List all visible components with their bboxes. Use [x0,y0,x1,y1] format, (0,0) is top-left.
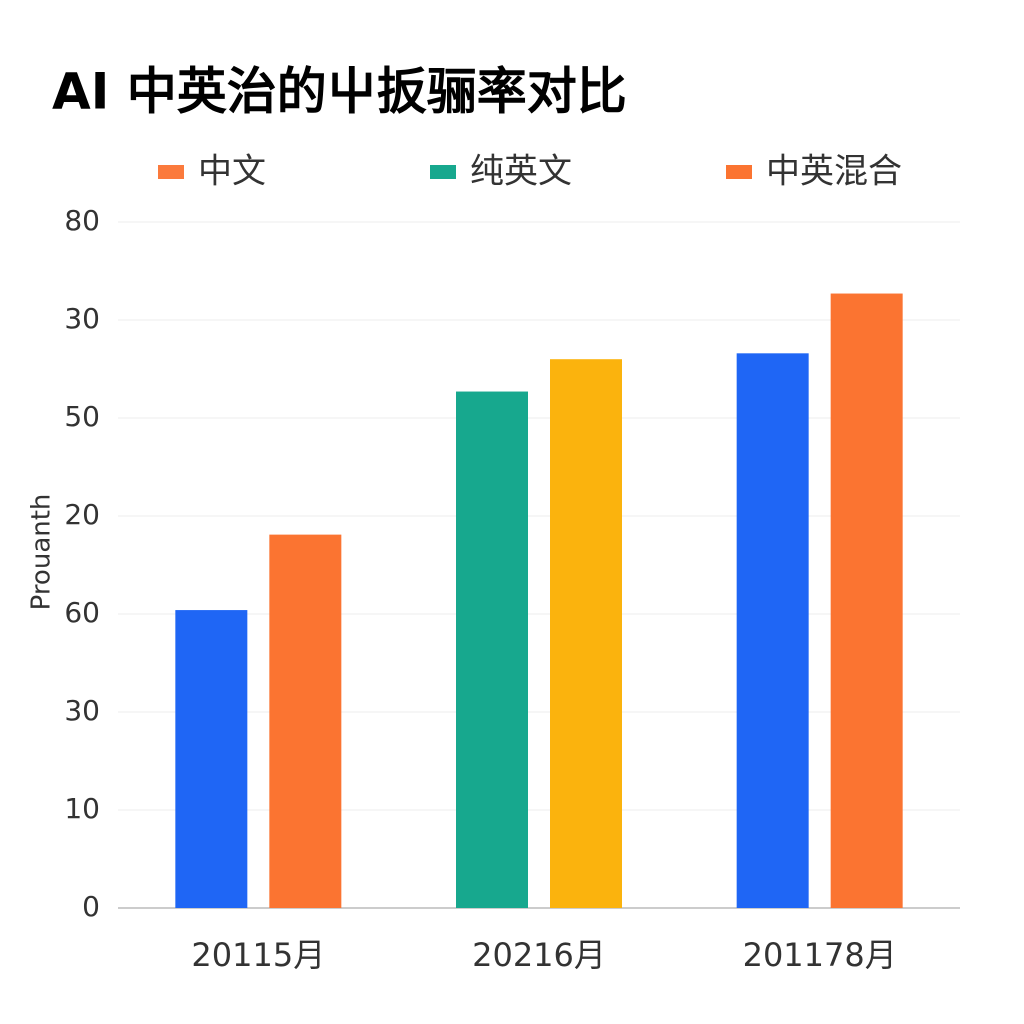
legend-swatch [726,165,752,179]
bar [550,359,622,908]
y-tick-label: 60 [64,596,100,629]
y-axis-title: Prouanth [27,494,57,611]
bar [269,534,342,908]
bar [830,293,903,908]
legend-swatch [158,165,184,179]
y-tick-label: 30 [64,302,100,335]
x-tick-label: 201178月 [743,936,897,974]
legend-label: 中英混合 [766,152,902,192]
chart-title: AI 中英治的屮扳骊率对比 [52,63,627,121]
bar [456,391,528,908]
x-tick-label: 20216月 [472,936,606,974]
bar [736,353,809,908]
legend-swatch [430,165,456,179]
y-tick-label: 50 [64,400,100,433]
y-tick-label: 80 [64,204,100,237]
bar [175,610,248,908]
x-tick-label: 20115月 [191,936,325,974]
legend-label: 纯英文 [470,152,572,192]
legend-label: 中文 [198,152,266,192]
y-tick-label: 10 [64,792,100,825]
y-tick-label: 20 [64,498,100,531]
y-tick-label: 0 [82,890,100,923]
y-tick-label: 30 [64,694,100,727]
